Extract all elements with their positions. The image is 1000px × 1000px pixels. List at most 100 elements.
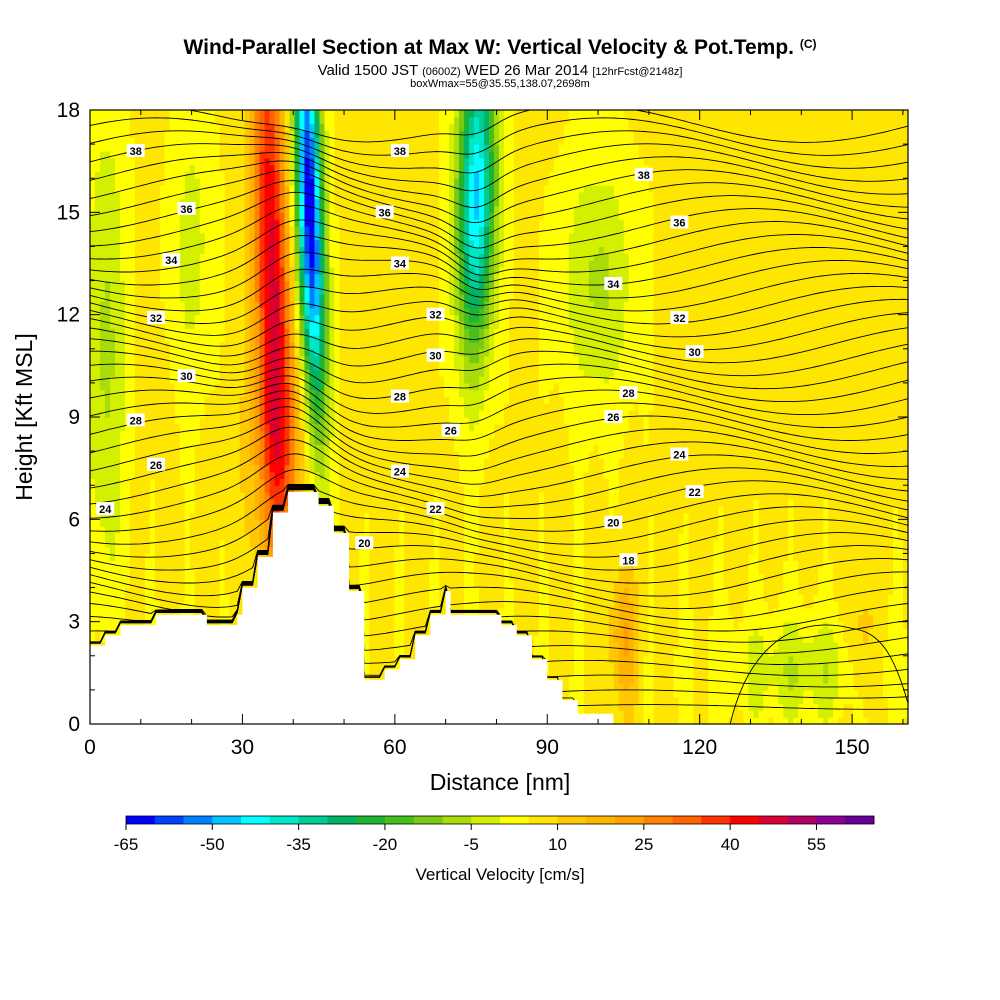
velocity-cell [229,110,236,118]
velocity-cell [234,464,241,473]
velocity-cell [159,369,166,377]
velocity-cell [309,219,316,227]
velocity-cell [229,389,236,398]
velocity-cell [234,444,241,452]
velocity-cell [139,341,146,350]
velocity-cell [159,150,166,159]
velocity-cell [94,567,101,575]
velocity-cell [274,185,281,193]
velocity-cell [184,410,191,418]
velocity-cell [154,546,161,555]
velocity-cell [259,376,266,384]
velocity-cell [174,546,181,555]
velocity-cell [204,369,211,377]
velocity-cell [209,123,216,132]
velocity-cell [174,492,181,500]
velocity-cell [224,423,231,432]
velocity-cell [189,410,196,418]
velocity-cell [259,116,266,125]
velocity-cell [254,185,261,193]
velocity-cell [144,526,151,534]
velocity-cell [294,273,301,282]
velocity-cell [114,246,121,254]
velocity-cell [244,430,251,439]
velocity-cell [214,553,221,561]
velocity-cell [249,144,256,152]
velocity-cell [189,417,196,425]
velocity-cell [139,451,146,459]
velocity-cell [174,130,181,138]
velocity-cell [249,403,256,411]
velocity-cell [164,144,171,152]
velocity-cell [219,512,226,520]
velocity-cell [169,178,176,186]
velocity-cell [139,137,146,145]
velocity-cell [334,451,340,459]
velocity-cell [169,396,176,404]
velocity-cell [229,178,236,186]
velocity-cell [134,266,141,275]
velocity-cell [329,287,335,295]
velocity-cell [214,587,221,595]
velocity-cell [289,110,296,118]
velocity-cell [164,444,171,452]
velocity-cell [184,539,191,548]
velocity-cell [324,396,331,404]
velocity-cell [90,396,96,404]
velocity-cell [214,580,221,589]
velocity-cell [239,185,246,193]
velocity-cell [144,423,151,432]
velocity-cell [144,219,151,227]
velocity-cell [314,123,321,132]
velocity-cell [219,328,226,336]
velocity-cell [114,280,121,288]
velocity-cell [109,232,116,241]
velocity-cell [194,280,201,288]
velocity-cell [359,164,365,172]
velocity-cell [154,355,161,364]
velocity-cell [139,389,146,398]
velocity-cell [169,369,176,377]
velocity-cell [259,205,266,213]
velocity-cell [209,417,216,425]
velocity-cell [249,430,256,439]
velocity-cell [164,389,171,398]
velocity-cell [319,335,326,343]
velocity-cell [309,403,316,411]
velocity-cell [249,164,256,172]
velocity-cell [304,294,311,302]
velocity-cell [124,532,131,541]
velocity-cell [304,355,311,364]
velocity-cell [219,594,226,602]
velocity-cell [244,328,251,336]
velocity-cell [194,505,201,514]
velocity-cell [99,321,106,329]
velocity-cell [134,444,141,452]
velocity-cell [234,471,241,479]
velocity-cell [334,328,340,336]
velocity-cell [149,362,156,370]
velocity-cell [269,485,276,493]
velocity-cell [114,110,121,118]
velocity-cell [314,185,321,193]
velocity-cell [209,178,216,186]
velocity-cell [274,423,281,432]
velocity-cell [159,573,166,582]
velocity-cell [209,614,216,623]
velocity-cell [129,505,136,514]
velocity-cell [179,110,186,118]
velocity-cell [259,260,266,268]
velocity-cell [219,157,226,166]
velocity-cell [109,376,116,384]
velocity-cell [324,341,331,350]
velocity-cell [204,403,211,411]
velocity-cell [119,301,126,309]
velocity-cell [109,239,116,248]
velocity-cell [229,321,236,329]
velocity-cell [304,232,311,241]
velocity-cell [299,430,306,439]
velocity-cell [90,437,96,445]
velocity-cell [344,389,350,398]
velocity-cell [139,478,146,486]
velocity-cell [279,266,286,275]
